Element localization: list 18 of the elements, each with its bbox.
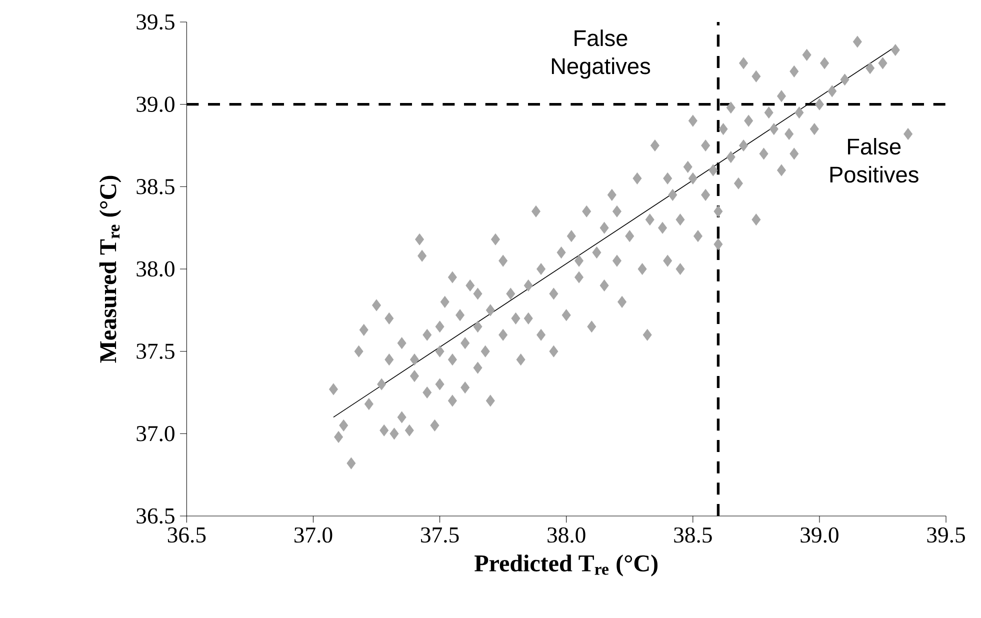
x-tick-label: 37.5	[421, 527, 459, 543]
x-tick-label: 39.0	[800, 527, 838, 543]
x-tick-label: 36.5	[168, 527, 206, 543]
y-tick-label: 38.0	[136, 261, 174, 277]
y-tick-label: 38.5	[136, 178, 174, 194]
y-tick-label: 37.5	[136, 344, 174, 359]
annotation: False Negatives	[552, 30, 650, 79]
text: Measured T$_{re}$ (°C)	[99, 176, 122, 363]
x-tick-label: 39.5	[927, 527, 965, 543]
y-tick-label: 39.0	[136, 96, 174, 112]
annotation: False Positives	[830, 138, 918, 183]
x-tick-label: 38.0	[548, 527, 586, 543]
y-tick-label: 37.0	[136, 426, 174, 442]
y-tick-label: 39.5	[136, 14, 174, 30]
x-tick-label: 37.0	[294, 527, 332, 543]
x-tick-label: 38.5	[674, 527, 712, 543]
text: Predicted T$_{re}$ (°C)	[474, 554, 658, 576]
y-tick-label: 36.5	[136, 508, 174, 524]
